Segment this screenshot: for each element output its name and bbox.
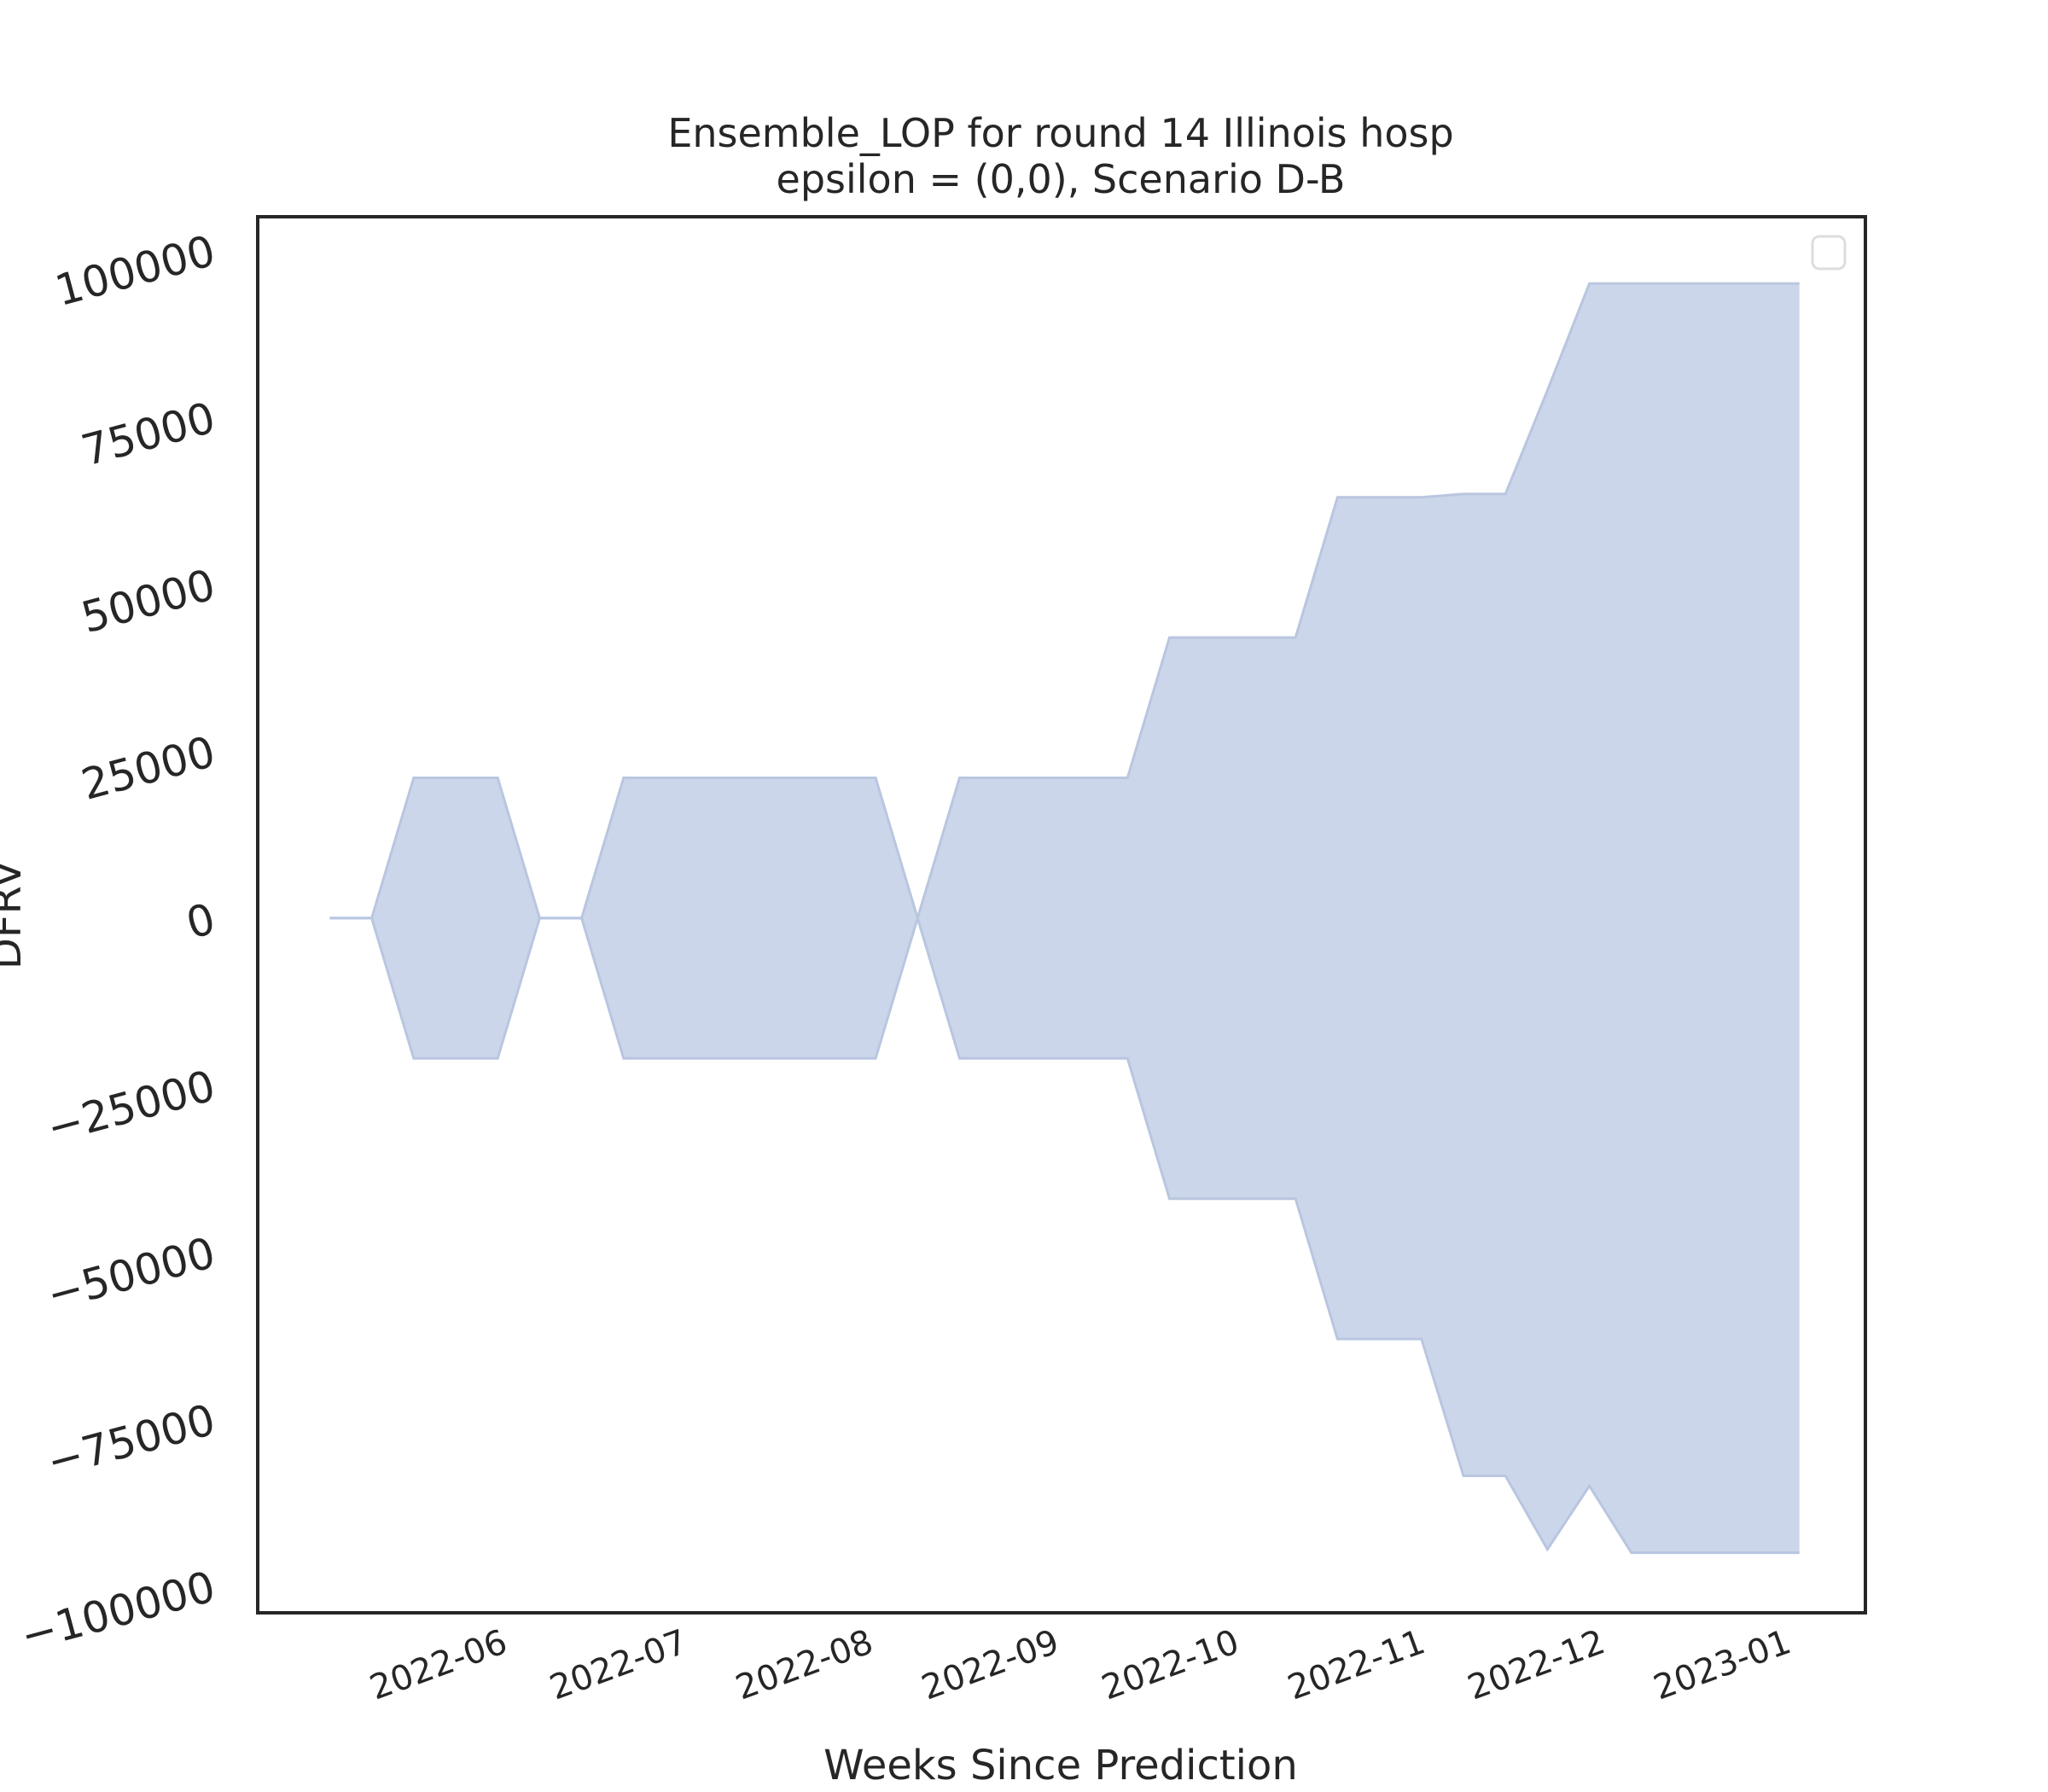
- y-tick-label: 75000: [76, 393, 220, 475]
- x-tick-label: 2022-11: [1283, 1622, 1430, 1708]
- x-tick-label: 2022-08: [730, 1622, 878, 1708]
- y-tick-label: −25000: [42, 1061, 220, 1153]
- x-tick-layer: 2022-06 2022-07 2022-08 2022-09 2022-10 2022-…: [365, 1622, 1796, 1708]
- y-axis-label: DFRV: [0, 860, 31, 969]
- x-tick-label: 2022-09: [916, 1622, 1064, 1708]
- x-tick-label: 2022-07: [544, 1622, 692, 1708]
- x-axis-label: Weeks Since Prediction: [823, 1742, 1298, 1789]
- y-tick-label: 50000: [76, 560, 220, 643]
- x-tick-label: 2023-01: [1649, 1622, 1796, 1708]
- chart-title: Ensemble_LOP for round 14 Illinois hosp: [667, 110, 1453, 156]
- y-tick-label: −50000: [42, 1228, 220, 1320]
- y-tick-label: 0: [181, 893, 220, 948]
- x-tick-label: 2022-10: [1097, 1622, 1244, 1708]
- series-lower-line-0: [329, 913, 1800, 1555]
- series-band-0: [329, 283, 1800, 1553]
- x-tick-label: 2022-06: [365, 1622, 513, 1708]
- legend-box: [1811, 235, 1847, 271]
- series-layer: [329, 282, 1800, 1555]
- y-tick-layer: 100000 75000 50000 25000 0 −25000 −50000 −75000…: [15, 226, 220, 1661]
- y-tick-label: 100000: [50, 226, 220, 316]
- y-tick-label: 25000: [76, 727, 220, 810]
- chart-subtitle: epsilon = (0,0), Scenario D-B: [777, 156, 1346, 202]
- y-tick-label: −100000: [15, 1562, 220, 1661]
- y-tick-label: −75000: [42, 1395, 220, 1487]
- x-tick-label: 2022-12: [1463, 1622, 1610, 1708]
- plot-frame: [256, 215, 1867, 1615]
